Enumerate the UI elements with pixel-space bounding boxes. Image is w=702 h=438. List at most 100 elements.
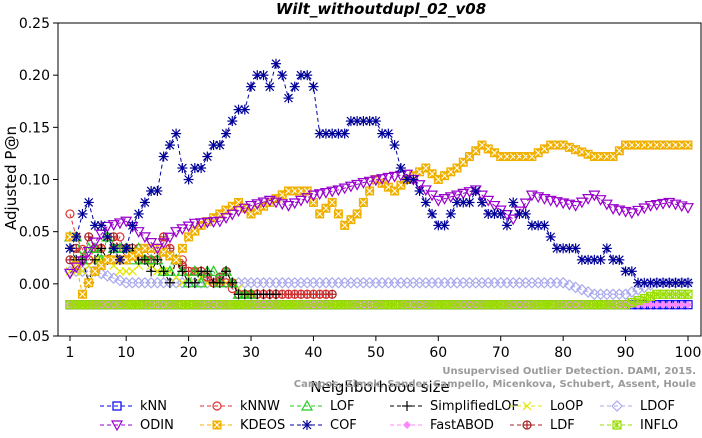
point-cof <box>71 231 82 242</box>
point-odin <box>650 199 663 211</box>
point-cof <box>264 81 275 92</box>
legend-item-odin: ODIN <box>100 418 174 433</box>
legend-marker <box>402 401 412 411</box>
legend-marker <box>300 399 314 411</box>
point-cof <box>233 104 244 115</box>
point-cof <box>77 208 88 219</box>
point-cof <box>139 197 150 208</box>
point-cof <box>508 197 519 208</box>
x-tick-label: 1 <box>66 345 75 361</box>
point-odin <box>644 200 657 212</box>
point-cof <box>420 197 431 208</box>
point-odin <box>507 214 520 226</box>
point-cof <box>114 254 125 265</box>
point-cof <box>639 277 650 288</box>
point-odin <box>344 181 357 193</box>
point-cof <box>258 70 269 81</box>
point-odin <box>482 195 495 207</box>
point-cof <box>595 254 606 265</box>
point-odin <box>238 203 251 215</box>
point-kdeos <box>608 152 618 162</box>
point-fastabod <box>652 300 661 309</box>
point-cof <box>277 70 288 81</box>
point-odin <box>657 198 670 210</box>
point-cof <box>302 70 313 81</box>
point-cof <box>458 197 469 208</box>
point-ldof <box>576 283 588 296</box>
point-cof <box>589 254 600 265</box>
y-axis-label: Adjusted P@n <box>2 126 20 230</box>
point-odin <box>220 213 233 224</box>
point-cof <box>314 128 325 139</box>
point-odin <box>313 189 326 201</box>
point-fastabod <box>684 300 692 309</box>
point-odin <box>575 197 588 209</box>
point-odin <box>457 188 470 200</box>
point-odin <box>145 238 158 249</box>
y-tick-label: −0.05 <box>7 329 50 345</box>
point-knnw <box>321 289 331 299</box>
point-odin <box>357 178 370 189</box>
legend-item-kdeos: KDEOS <box>200 418 285 433</box>
point-cof <box>583 254 594 265</box>
legend-marker <box>611 400 623 412</box>
point-odin <box>376 174 389 185</box>
point-ldof <box>107 272 120 285</box>
point-odin <box>226 209 239 221</box>
point-cof <box>633 277 644 288</box>
point-odin <box>351 179 364 191</box>
point-simplifiedlof <box>96 243 107 254</box>
point-odin <box>369 175 382 187</box>
point-kdeos <box>346 215 356 225</box>
y-tick-label: 0.20 <box>19 68 50 84</box>
point-kdeos <box>683 140 693 150</box>
y-axis: −0.05 0.00 0.05 0.10 0.15 0.20 0.25 <box>7 16 58 345</box>
legend-marker <box>403 421 411 429</box>
series-line-odin <box>69 173 689 274</box>
point-cof <box>464 197 475 208</box>
point-odin <box>401 169 414 181</box>
legend: kNN kNNW LOF SimplifiedLOF LoOP LDOF ODIN KDEOS… <box>100 399 678 433</box>
point-cof <box>614 254 625 265</box>
y-tick-label: 0.25 <box>19 16 50 32</box>
point-odin <box>213 216 226 228</box>
point-kdeos <box>65 232 75 242</box>
point-simplifiedlof <box>89 254 100 265</box>
legend-item-lof: LOF <box>290 399 355 414</box>
point-kdeos <box>321 203 331 213</box>
legend-marker <box>110 420 124 432</box>
point-kdeos <box>333 209 343 219</box>
point-inflo <box>683 289 693 299</box>
point-ldof <box>563 279 576 291</box>
point-odin <box>76 256 89 268</box>
series-inflo <box>65 289 693 310</box>
point-odin <box>681 203 695 214</box>
point-cof <box>558 243 569 254</box>
point-ldof <box>625 286 638 298</box>
point-odin <box>188 218 201 230</box>
point-cof <box>146 185 157 196</box>
point-odin <box>288 198 301 210</box>
legend-item-knn: kNN <box>100 399 167 414</box>
point-odin <box>301 193 314 204</box>
x-tick-label: 50 <box>367 345 385 361</box>
point-knnw <box>159 232 169 242</box>
point-simplifiedlof <box>146 266 157 277</box>
legend-label: KDEOS <box>240 418 285 433</box>
point-cof <box>133 208 144 219</box>
point-cof <box>121 243 132 254</box>
legend-marker <box>212 401 222 411</box>
point-kdeos <box>352 209 362 219</box>
point-cof <box>283 93 294 104</box>
point-cof <box>358 116 369 127</box>
legend-item-simplifiedlof: SimplifiedLOF <box>390 399 519 414</box>
point-kdeos <box>171 255 181 265</box>
point-odin <box>451 190 464 202</box>
point-cof <box>402 174 413 185</box>
point-cof <box>289 81 300 92</box>
point-cof <box>520 208 531 219</box>
x-axis-label: Neighborhood size <box>310 378 449 396</box>
point-odin <box>382 172 395 184</box>
legend-marker <box>212 420 222 430</box>
point-odin <box>294 195 307 207</box>
